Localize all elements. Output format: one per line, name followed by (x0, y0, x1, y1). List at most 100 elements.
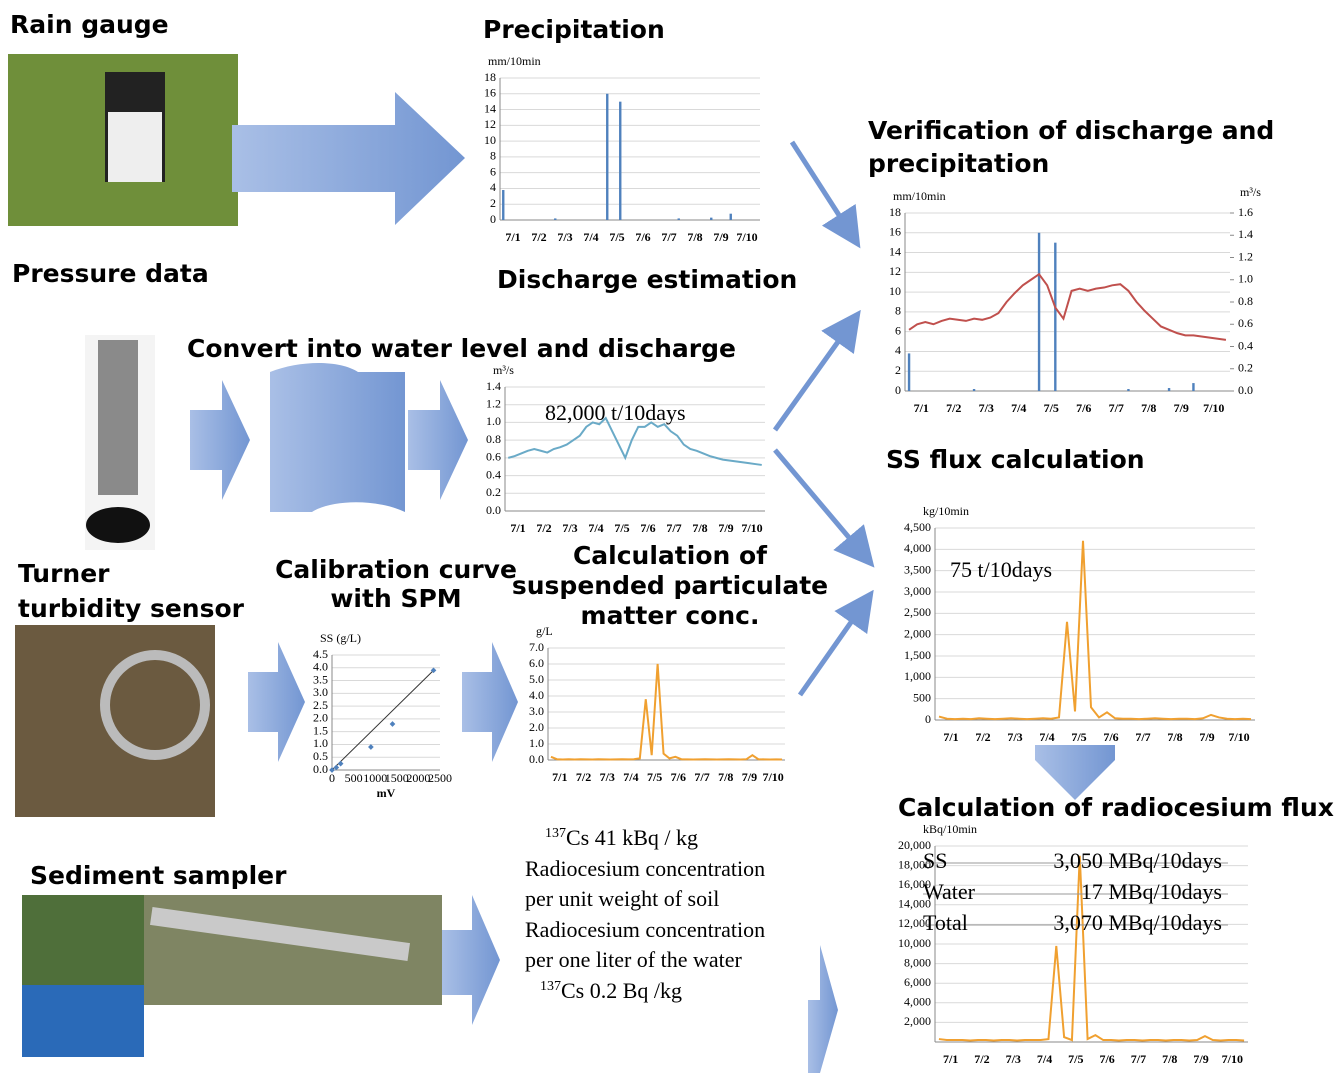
x-tick-label: 2500 (428, 771, 452, 785)
trend-line (331, 669, 434, 771)
y-tick-label: 2.5 (313, 698, 328, 712)
y-tick-label: 16 (889, 225, 901, 239)
x-tick-label: 7/6 (640, 521, 655, 535)
chart: 0.0 0.2 0.4 0.6 0.8 1.0 1.2 1.4 m³/s 7/1 7/2 7/3 7/4… (486, 363, 765, 535)
y-tick-label: 18,000 (898, 857, 931, 871)
x-tick-label: 7/1 (552, 770, 567, 784)
x-tick-label: 7/10 (1222, 1052, 1243, 1066)
bar (619, 101, 622, 220)
x-tick-label: 7/6 (671, 770, 686, 784)
heading: Sediment sampler (30, 861, 287, 890)
y-tick-label: 14 (889, 244, 901, 258)
y-tick-label: 2.0 (529, 720, 544, 734)
bar (1037, 232, 1041, 391)
x-tick-label: 2000 (406, 771, 430, 785)
x-tick-label: 7/2 (531, 230, 546, 244)
arrow (408, 380, 468, 500)
bar (972, 389, 976, 391)
heading: Discharge estimation (497, 265, 797, 294)
x-tick-label: 7/10 (736, 230, 757, 244)
y-axis-label: kBq/10min (923, 822, 977, 836)
heading: Precipitation (483, 15, 665, 44)
x-tick-label: 7/10 (1228, 730, 1249, 744)
heading: Calculation of radiocesium flux (898, 793, 1334, 822)
y-tick-label: 1,500 (904, 648, 931, 662)
heading: SS flux calculation (886, 445, 1145, 474)
y2-tick-label: 1.6 (1238, 205, 1253, 219)
point (329, 767, 335, 773)
y-tick-label: 4.5 (313, 647, 328, 661)
arrow (789, 140, 861, 249)
y-tick-label: 6 (490, 164, 496, 178)
y-tick-label: 2,500 (904, 605, 931, 619)
y-tick-label: 1.0 (529, 736, 544, 750)
x-tick-label: 7/9 (742, 770, 757, 784)
line (507, 416, 762, 466)
arrow (462, 642, 518, 762)
x-tick-label: 7/6 (1076, 401, 1091, 415)
chart: 0.00.51.01.52.02.53.03.54.04.5 SS (g/L) 0 5… (313, 631, 452, 800)
arrow (442, 895, 500, 1025)
y-tick-label: 0.0 (529, 752, 544, 766)
bar (677, 218, 680, 220)
sup: 137 (540, 979, 561, 994)
sediment-sampler (150, 906, 410, 962)
y-tick-label: 3.0 (313, 685, 328, 699)
x-tick-label: 7/8 (1167, 730, 1182, 744)
y-tick-label: 4.0 (313, 660, 328, 674)
x-tick-label: 7/9 (1199, 730, 1214, 744)
pressure-sensor (98, 340, 138, 495)
x-tick-label: 7/9 (1174, 401, 1189, 415)
x-tick-label: 7/8 (687, 230, 702, 244)
x-tick-label: 7/7 (1131, 1052, 1146, 1066)
y-tick-label: 1.2 (486, 396, 501, 410)
x-tick-label: 7/5 (647, 770, 662, 784)
y-tick-label: 2 (490, 196, 496, 210)
y-tick-label: 10,000 (898, 936, 931, 950)
y-tick-label: 8,000 (904, 955, 931, 969)
flow-arrows (772, 140, 875, 697)
heading: Rain gauge (10, 10, 169, 39)
bar (554, 218, 557, 220)
x-tick-label: 7/2 (975, 730, 990, 744)
y-tick-label: 6 (895, 323, 901, 337)
y-axis-label: g/L (536, 624, 553, 638)
table-cell: Water (923, 879, 976, 904)
y-tick-label: 10 (484, 133, 496, 147)
x-tick-label: 7/9 (718, 521, 733, 535)
bar (1167, 388, 1171, 391)
chart: 2,000 4,000 6,000 8,000 10,000 12,000 14,000 16… (898, 822, 1248, 1066)
y-axis-label: mm/10min (488, 54, 541, 68)
x-tick-label: 7/6 (1103, 730, 1118, 744)
line (550, 663, 783, 761)
x-tick-label: 7/6 (635, 230, 650, 244)
point (368, 744, 374, 750)
x-tick-label: 7/1 (943, 730, 958, 744)
heading: Verification of discharge and (868, 116, 1274, 145)
bar (710, 217, 713, 220)
y2-tick-label: 0.2 (1238, 361, 1253, 375)
sediment-tarp (22, 985, 144, 1057)
heading: Pressure data (12, 259, 209, 288)
table-cell: 3,070 MBq/10days (1053, 910, 1222, 935)
y-tick-label: 0.8 (486, 432, 501, 446)
note-text: Cs 41 kBq / kg (566, 825, 698, 850)
chart: 0.0 1.0 2.0 3.0 4.0 5.0 6.0 7.0 g/L 7/1 7/2 7/3 7/4 7… (529, 624, 785, 784)
point (337, 760, 344, 767)
x-tick-label: 7/3 (1006, 1052, 1021, 1066)
y-tick-label: 0.2 (486, 485, 501, 499)
y-tick-label: 3.0 (529, 704, 544, 718)
chart: 0 2 4 6 8 10 12 14 16 18 0.0 0.2 0.4 0.6 0.8 1.0 1.2 1.4 1… (889, 185, 1261, 415)
bar (1192, 383, 1195, 391)
x-tick-label: 7/6 (1099, 1052, 1114, 1066)
y-tick-label: 1,000 (904, 669, 931, 683)
rain-gauge-label (108, 112, 162, 182)
plot-area (332, 655, 440, 770)
x-tick-label: 7/4 (1037, 1052, 1052, 1066)
x-tick-label: 7/8 (718, 770, 733, 784)
process-shape (270, 363, 405, 512)
x-tick-label: 7/7 (666, 521, 681, 535)
arrow (808, 945, 838, 1073)
annotation: 75 t/10days (950, 557, 1052, 582)
